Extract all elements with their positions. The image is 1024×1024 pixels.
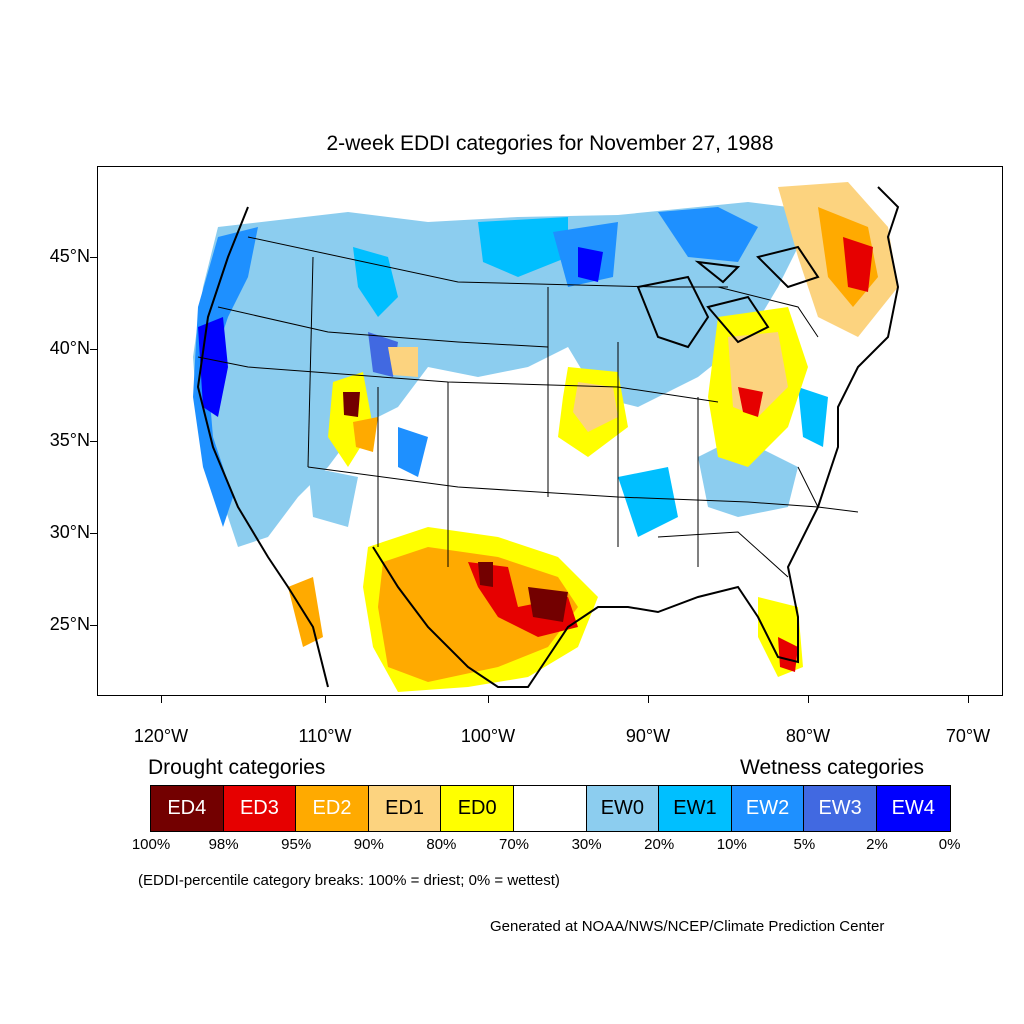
legend-swatch-ew4: EW4: [876, 786, 950, 831]
percentile-break-label: 10%: [716, 836, 747, 853]
percentile-break-label: 5%: [793, 836, 816, 853]
legend-swatch-ed3: ED3: [223, 786, 297, 831]
credit-line: Generated at NOAA/NWS/NCEP/Climate Predi…: [490, 918, 885, 935]
legend-swatch-ew1: EW1: [659, 786, 732, 831]
map-title: 2-week EDDI categories for November 27, …: [326, 132, 774, 155]
lat-tick: [90, 625, 97, 626]
lat-tick: [90, 441, 97, 442]
category-colorbar: ED4 ED3 ED2 ED1 ED0 EW0 EW1 EW2 EW3 EW4: [150, 785, 951, 832]
lon-label-110w: 110°W: [298, 726, 352, 746]
lat-label-30n: 30°N: [49, 522, 90, 542]
lat-label-45n: 45°N: [49, 246, 90, 266]
percentile-break-label: 30%: [571, 836, 602, 853]
lon-tick: [808, 696, 809, 703]
legend-swatch-ed0: ED0: [441, 786, 514, 831]
lon-tick: [325, 696, 326, 703]
drought-categories-heading: Drought categories: [148, 756, 326, 779]
lat-tick: [90, 349, 97, 350]
lon-label-120w: 120°W: [133, 726, 189, 746]
lon-tick: [161, 696, 162, 703]
percentile-break-label: 0%: [938, 836, 961, 853]
legend-swatch-ew2: EW2: [731, 786, 805, 831]
lon-tick: [648, 696, 649, 703]
eddi-map: [193, 182, 900, 692]
percentile-break-label: 2%: [866, 836, 888, 853]
lat-tick: [90, 257, 97, 258]
legend-swatch-ed4: ED4: [151, 786, 224, 831]
percentile-break-label: 70%: [498, 836, 530, 853]
lat-label-25n: 25°N: [49, 614, 90, 634]
legend-swatch-ew0: EW0: [586, 786, 660, 831]
wetness-regions: [193, 202, 828, 547]
lon-label-90w: 90°W: [625, 726, 671, 746]
lon-label-70w: 70°W: [945, 726, 991, 746]
lon-tick: [488, 696, 489, 703]
state-boundaries: [197, 236, 859, 578]
lat-label-35n: 35°N: [49, 430, 90, 450]
wetness-categories-heading: Wetness categories: [740, 756, 925, 779]
category-breaks-note: (EDDI-percentile category breaks: 100% =…: [138, 872, 560, 889]
legend-swatch-ew3: EW3: [804, 786, 877, 831]
lon-tick: [968, 696, 969, 703]
lon-label-80w: 80°W: [785, 726, 831, 746]
lon-label-100w: 100°W: [460, 726, 516, 746]
percentile-break-label: 100%: [131, 836, 171, 853]
percentile-break-label: 98%: [208, 836, 239, 853]
percentile-break-label: 80%: [426, 836, 457, 853]
percentile-break-label: 20%: [644, 836, 675, 853]
coastline: [196, 186, 900, 688]
legend-swatch-ed2: ED2: [296, 786, 369, 831]
lat-tick: [90, 533, 97, 534]
lat-label-40n: 40°N: [49, 338, 90, 358]
drought-regions: [288, 182, 898, 692]
percentile-break-label: 90%: [353, 836, 384, 853]
map-panel: [97, 166, 1003, 696]
percentile-break-label: 95%: [281, 836, 312, 853]
legend-swatch-ed1: ED1: [368, 786, 442, 831]
legend-swatch-neutral: [513, 786, 587, 831]
